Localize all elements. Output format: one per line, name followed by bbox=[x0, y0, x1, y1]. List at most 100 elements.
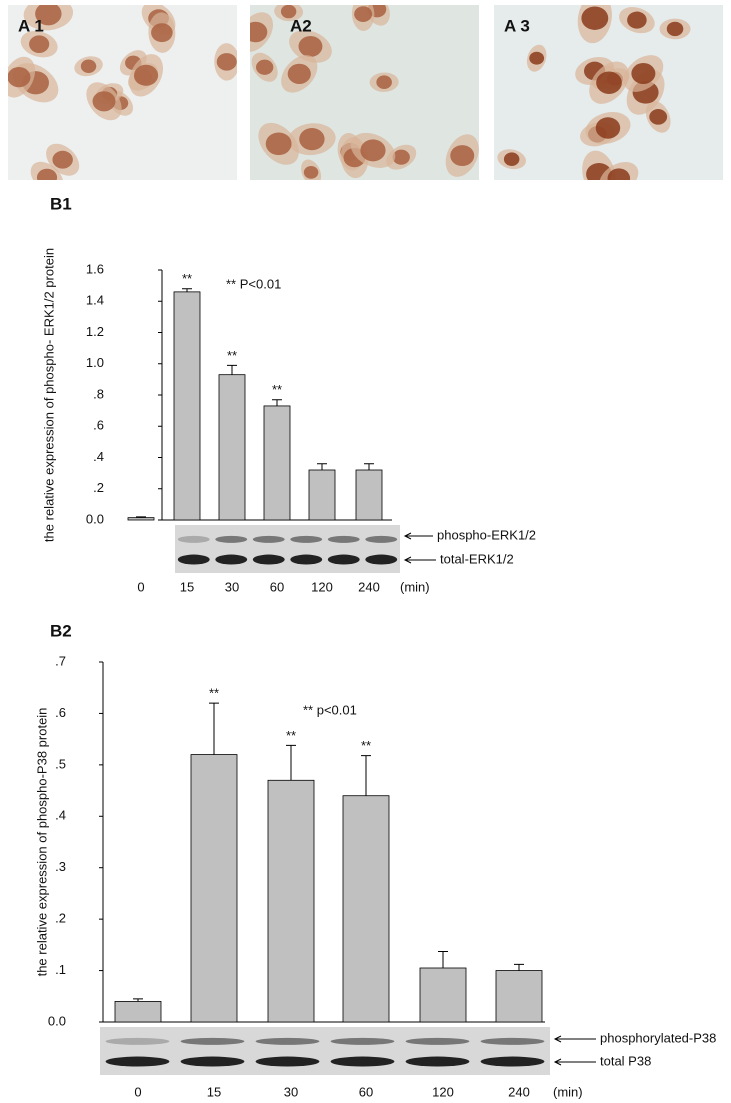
micrograph bbox=[8, 5, 237, 180]
blot-band bbox=[252, 535, 285, 543]
panel-label: A2 bbox=[290, 16, 312, 35]
cell-nucleus bbox=[216, 53, 237, 71]
micrograph-content bbox=[8, 5, 237, 180]
micrograph-content bbox=[250, 5, 479, 180]
error-bar bbox=[209, 702, 219, 755]
blot-band bbox=[290, 535, 323, 543]
significance-mark: ** bbox=[361, 738, 371, 753]
y-tick-label: 1.0 bbox=[86, 355, 104, 370]
panel-label: A 1 bbox=[18, 16, 44, 35]
blot-band bbox=[327, 554, 360, 565]
cell-nucleus bbox=[256, 59, 274, 75]
y-tick-label: 1.2 bbox=[86, 324, 104, 339]
arrow bbox=[403, 532, 433, 540]
significance-mark: ** bbox=[286, 728, 296, 743]
cell-nucleus bbox=[595, 117, 621, 139]
cell-nucleus bbox=[36, 168, 58, 180]
arrow bbox=[553, 1058, 596, 1066]
blot-band bbox=[327, 535, 360, 543]
blot-band bbox=[330, 1056, 395, 1067]
cell-nucleus bbox=[280, 5, 297, 19]
y-tick-label: .2 bbox=[55, 911, 66, 926]
blot-band bbox=[405, 1037, 470, 1045]
micrograph-content bbox=[494, 5, 723, 180]
x-tick-label: 30 bbox=[284, 1084, 298, 1099]
bar bbox=[495, 970, 543, 1023]
blot-band bbox=[215, 535, 248, 543]
error-bar bbox=[272, 399, 282, 406]
error-bar bbox=[361, 755, 371, 796]
y-tick-label: .4 bbox=[55, 808, 66, 823]
blot-band bbox=[177, 554, 210, 565]
blot-label: total-ERK1/2 bbox=[440, 551, 514, 566]
blot-band bbox=[255, 1056, 320, 1067]
x-tick-label: 30 bbox=[225, 579, 239, 594]
cell-nucleus bbox=[8, 67, 31, 88]
error-bar bbox=[364, 463, 374, 470]
cell-nucleus bbox=[360, 139, 386, 162]
cell-nucleus bbox=[303, 166, 319, 179]
x-tick-label: 15 bbox=[207, 1084, 221, 1099]
blot-band bbox=[177, 535, 210, 543]
cell-nucleus bbox=[354, 6, 373, 22]
error-bar bbox=[182, 288, 192, 292]
y-tick-label: 0.0 bbox=[48, 1013, 66, 1028]
y-tick-label: .8 bbox=[93, 386, 104, 401]
blot-band bbox=[480, 1037, 545, 1045]
y-tick-label: .6 bbox=[55, 705, 66, 720]
cell-nucleus bbox=[666, 21, 684, 37]
y-tick-label: 0.0 bbox=[86, 511, 104, 526]
cell-nucleus bbox=[529, 51, 545, 65]
micrograph bbox=[494, 5, 723, 180]
panel-label: A 3 bbox=[504, 16, 530, 35]
bar bbox=[190, 754, 238, 1023]
bar bbox=[267, 779, 315, 1023]
blot-band bbox=[365, 554, 398, 565]
cell-nucleus bbox=[392, 149, 410, 165]
blot-band bbox=[330, 1037, 395, 1045]
blot-band bbox=[105, 1056, 170, 1067]
significance-mark: ** bbox=[272, 382, 282, 397]
blot-band bbox=[180, 1056, 245, 1067]
cell-nucleus bbox=[287, 63, 311, 85]
x-tick-label: 120 bbox=[432, 1084, 454, 1099]
x-tick-label: 15 bbox=[180, 579, 194, 594]
x-tick-label: 0 bbox=[137, 579, 144, 594]
blot-band bbox=[405, 1056, 470, 1067]
micrograph bbox=[250, 5, 479, 180]
cell-nucleus bbox=[581, 6, 609, 30]
x-tick-label: 240 bbox=[508, 1084, 530, 1099]
error-bar bbox=[514, 963, 524, 971]
y-tick-label: .1 bbox=[55, 962, 66, 977]
blot-band bbox=[180, 1037, 245, 1045]
y-tick-label: .6 bbox=[93, 418, 104, 433]
arrow bbox=[553, 1035, 596, 1043]
panel-label: B1 bbox=[50, 194, 72, 213]
cell-nucleus bbox=[92, 91, 116, 112]
cell-nucleus bbox=[265, 132, 292, 156]
annotation: ** P<0.01 bbox=[226, 276, 281, 291]
cell-nucleus bbox=[29, 35, 50, 53]
panel-label: B2 bbox=[50, 621, 72, 640]
bar bbox=[218, 374, 246, 521]
bar bbox=[308, 469, 336, 521]
bar bbox=[342, 795, 390, 1023]
error-bar bbox=[317, 463, 327, 470]
blot-label: total P38 bbox=[600, 1053, 651, 1068]
significance-mark: ** bbox=[182, 271, 192, 286]
y-axis-label: the relative expression of phospho- ERK1… bbox=[41, 248, 56, 542]
cell-nucleus bbox=[450, 145, 475, 167]
bar bbox=[419, 967, 467, 1023]
blot-band bbox=[215, 554, 248, 565]
y-tick-label: 1.6 bbox=[86, 261, 104, 276]
bar bbox=[173, 291, 201, 521]
blot-band bbox=[290, 554, 323, 565]
annotation: ** p<0.01 bbox=[303, 702, 357, 717]
y-tick-label: .7 bbox=[55, 653, 66, 668]
cell-nucleus bbox=[607, 168, 631, 180]
cell-nucleus bbox=[649, 109, 668, 125]
bar bbox=[127, 517, 155, 521]
cell-nucleus bbox=[250, 21, 268, 43]
y-axis-label: the relative expression of phospho-P38 p… bbox=[34, 708, 49, 977]
bar bbox=[263, 405, 291, 521]
